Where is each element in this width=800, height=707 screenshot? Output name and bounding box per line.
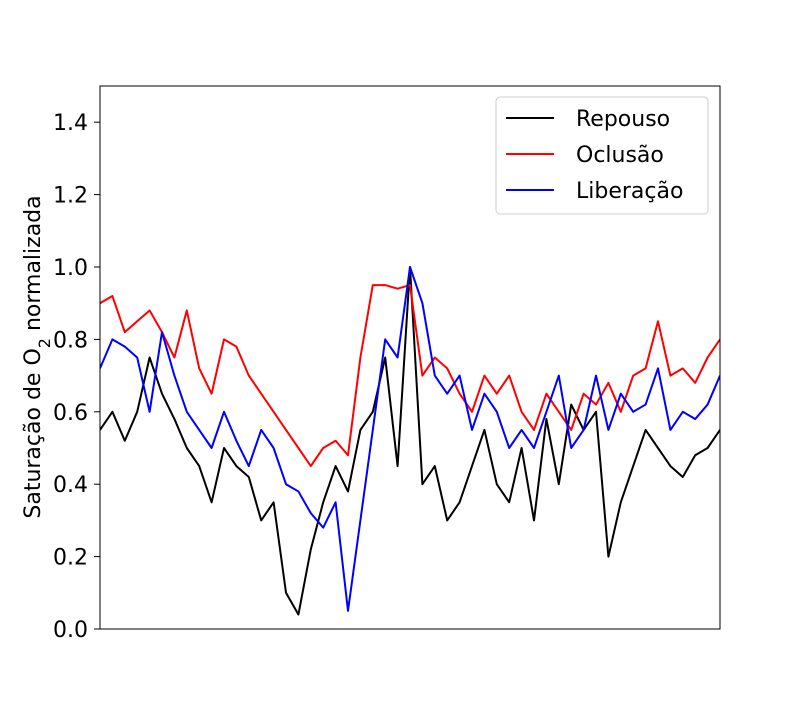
legend-box	[495, 96, 709, 215]
series-line-oclusão	[100, 284, 720, 468]
legend: Repouso Oclusão Liberação	[495, 96, 709, 215]
legend-label-liberação: Liberação	[576, 179, 683, 204]
y-tick-label: 1.2	[53, 184, 88, 209]
y-axis: 0.0 0.2 0.4 0.6 0.8 1.0 1.2 1.4	[53, 85, 721, 643]
series-line-repouso	[100, 266, 720, 616]
legend-label-repouso: Repouso	[576, 107, 670, 132]
y-tick-label: 1.0	[53, 256, 88, 281]
y-axis-title: Saturação de O2 normalizada	[21, 195, 54, 518]
y-tick-label: 0.6	[53, 401, 88, 426]
plot-area	[100, 266, 720, 616]
plot-frame	[99, 85, 721, 630]
y-tick-label: 0.0	[53, 618, 88, 643]
y-tick-label: 1.4	[53, 111, 88, 136]
y-tick-label: 0.2	[53, 546, 88, 571]
series-line-liberação	[100, 266, 720, 612]
legend-label-oclusão: Oclusão	[576, 143, 664, 168]
y-tick-label: 0.4	[53, 473, 88, 498]
y-tick-label: 0.8	[53, 328, 88, 353]
